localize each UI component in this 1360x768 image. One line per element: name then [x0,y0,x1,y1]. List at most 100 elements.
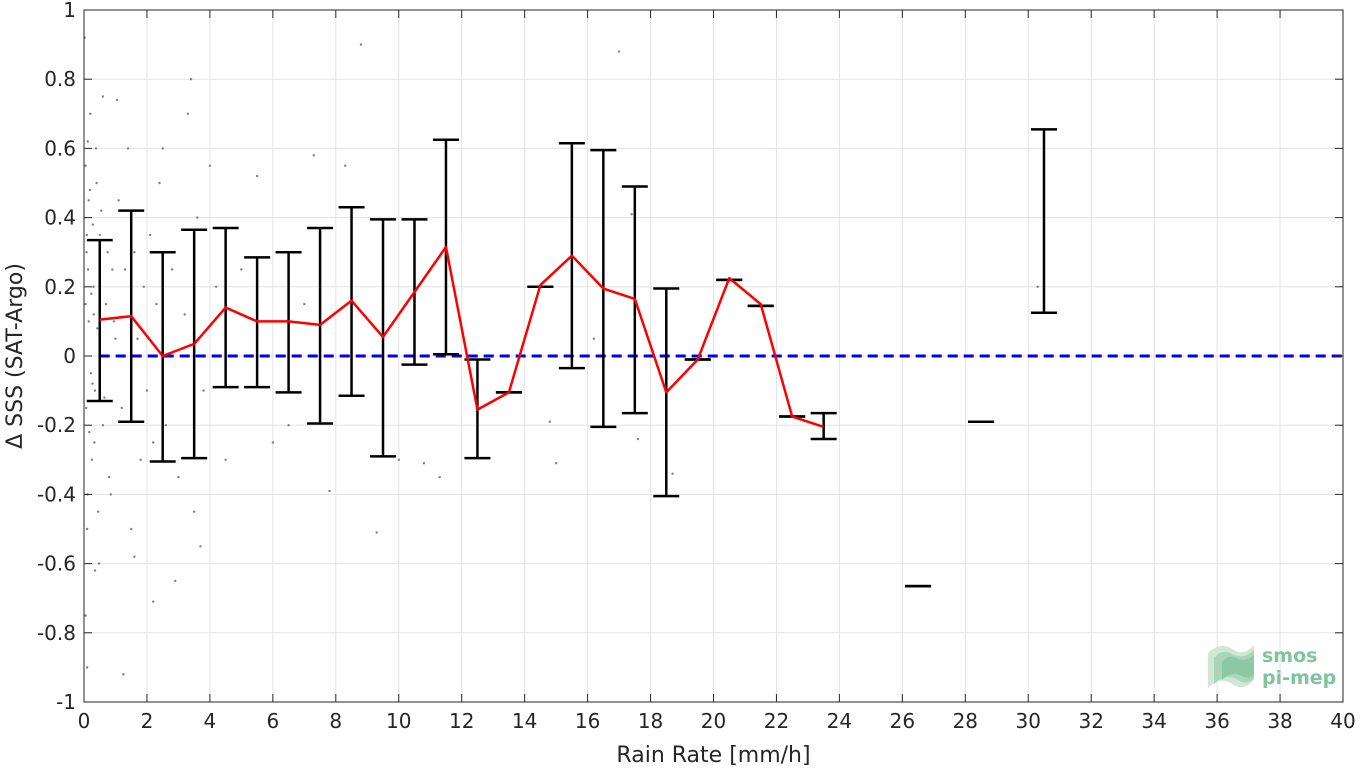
x-tick-label: 0 [78,709,91,733]
x-tick-label: 34 [1141,709,1166,733]
y-tick-label: 0 [63,344,76,368]
scatter-point [114,337,117,340]
scatter-point [397,458,400,461]
scatter-point [86,140,89,143]
scatter-point [136,337,139,340]
scatter-point [148,233,152,237]
scatter-point [152,600,155,603]
scatter-point [303,302,306,306]
scatter-point [617,50,621,53]
scatter-point [107,475,111,479]
scatter-points [83,36,1039,676]
error-bar [86,238,113,403]
scatter-point [106,251,109,254]
logo-line1: smos [1262,645,1317,667]
y-tick-label: -0.6 [37,552,76,576]
scatter-point [95,181,98,185]
scatter-point [133,251,136,254]
scatter-point [328,489,331,493]
x-tick-label: 14 [512,709,537,733]
scatter-point [85,666,89,669]
scatter-point [122,673,125,676]
x-tick-label: 24 [827,709,852,733]
scatter-point [240,268,243,271]
scatter-point [92,313,95,316]
x-tick-label: 20 [701,709,726,733]
y-tick-label: -0.2 [37,413,76,437]
scatter-point [630,212,633,216]
scatter-point [104,302,108,306]
mean-line [99,245,825,429]
scatter-point [109,493,112,496]
scatter-point [91,223,95,226]
x-tick-label: 22 [764,709,789,733]
scatter-point [177,475,180,479]
scatter-point [88,430,91,434]
scatter-point [86,268,90,271]
scatter-point [103,396,106,399]
scatter-point [170,268,174,271]
x-tick-label: 2 [141,709,154,733]
smos-pi-mep-logo: smos pi-mep [1208,645,1336,689]
scatter-point [85,233,89,237]
scatter-point [161,147,164,150]
scatter-point [422,462,426,465]
x-tick-label: 18 [638,709,663,733]
y-tick-label: -0.4 [37,482,76,506]
scatter-point [183,313,186,316]
scatter-point [100,209,103,212]
scatter-point [214,285,218,288]
scatter-point [133,555,136,558]
scatter-point [112,320,116,323]
scatter-point [199,545,202,548]
scatter-point [89,112,92,116]
scatter-point [671,472,674,475]
scatter-point [155,302,158,306]
scatter-point [92,285,95,288]
scatter-point [554,462,558,465]
scatter-point [93,569,97,572]
scatter-point [120,406,123,410]
scatter-point [312,154,315,157]
scatter-point [287,424,290,427]
scatter-point [158,181,161,185]
scatter-point [96,327,99,330]
scatter-point [96,510,100,513]
scatter-point [142,285,146,288]
scatter-point [84,164,87,167]
scatter-point [87,199,90,202]
scatter-point [192,510,196,513]
y-tick-label: 1 [63,0,76,22]
y-tick-label: 0.8 [44,67,76,91]
scatter-point [97,562,101,565]
x-tick-label: 6 [266,709,279,733]
scatter-point [89,372,93,375]
scatter-point [196,216,199,219]
scatter-point [271,441,275,444]
x-tick-label: 12 [449,709,474,733]
scatter-point [115,98,119,102]
scatter-point [84,614,87,617]
scatter-point [164,424,168,427]
x-tick-label: 38 [1267,709,1292,733]
scatter-point [90,458,94,461]
y-tick-label: -1 [56,690,76,714]
scatter-point [87,320,90,323]
x-tick-label: 16 [575,709,600,733]
x-axis-label: Rain Rate [mm/h] [616,743,810,768]
mean-line-path [99,245,825,429]
ticks: 0 2 4 6 8 10 12 14 16 18 20 22 24 26 28 30 32 34 36 38 40-1-… [37,0,1356,733]
scatter-point [93,441,96,444]
scatter-point [85,251,88,254]
x-tick-label: 40 [1330,709,1355,733]
scatter-point [152,441,155,444]
scatter-point [111,268,114,271]
scatter-point [208,164,212,167]
x-tick-label: 4 [204,709,217,733]
scatter-point [224,458,227,461]
y-axis-label: Δ SSS (SAT-Argo) [3,263,28,449]
scatter-point [85,406,88,410]
scatter-point [145,389,149,392]
